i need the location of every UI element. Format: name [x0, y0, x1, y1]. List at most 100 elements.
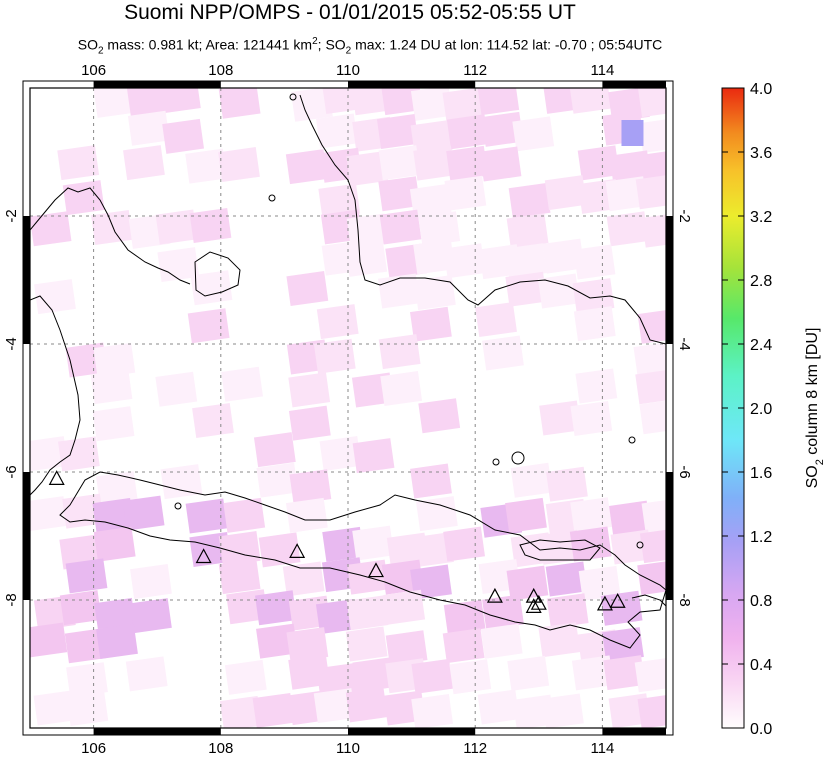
- so2-pixel: [127, 110, 170, 146]
- so2-pixel: [573, 244, 616, 280]
- colorbar-tick-label: 2.8: [750, 273, 772, 290]
- colorbar-tick-label: 1.2: [750, 529, 772, 546]
- volcano-triangle-icon: [48, 470, 65, 485]
- so2-pixel: [224, 659, 267, 695]
- lon-tick-label-top: 110: [336, 62, 360, 79]
- so2-pixel: [66, 662, 108, 698]
- so2-pixel: [481, 111, 524, 147]
- so2-pixel: [539, 400, 581, 436]
- colorbar-tick-label: 0.0: [750, 721, 772, 738]
- so2-pixel: [506, 565, 549, 601]
- so2-pixel: [442, 88, 485, 123]
- frame-bar-bottom: [348, 728, 476, 735]
- sumatra-coast: [30, 295, 81, 496]
- frame-bar-bottom: [602, 728, 666, 735]
- so2-pixel: [221, 366, 263, 402]
- so2-pixel: [189, 208, 232, 244]
- small-island: [628, 436, 636, 444]
- so2-pixel: [639, 399, 666, 435]
- so2-pixel: [319, 436, 362, 472]
- so2-pixel: [602, 627, 644, 663]
- so2-pixel: [570, 400, 613, 436]
- volcano-triangle-icon: [525, 587, 542, 603]
- small-island: [492, 458, 500, 466]
- so2-pixel: [477, 689, 520, 725]
- so2-pixel: [219, 695, 262, 728]
- so2-pixel: [30, 496, 68, 532]
- volcano-triangle-icon: [289, 543, 306, 558]
- so2-pixel: [600, 590, 643, 626]
- so2-pixel: [410, 88, 453, 121]
- so2-pixel: [544, 175, 587, 211]
- so2-pixel: [218, 88, 261, 119]
- volcano-triangle-icon: [486, 587, 503, 603]
- so2-pixel: [65, 558, 108, 594]
- tick-labels: 106 106 108 108 110 110 112 112 114 114 -2 -2 -4 -4 -6…: [3, 62, 693, 757]
- so2-pixel: [30, 622, 68, 658]
- sumatra-east-coast: [30, 187, 191, 285]
- so2-pixel: [288, 405, 331, 441]
- so2-pixel: [480, 623, 523, 659]
- so2-pixel: [93, 342, 136, 378]
- so2-pixel: [538, 622, 581, 658]
- so2-pixel: [185, 148, 228, 184]
- so2-pixel: [413, 145, 456, 181]
- so2-pixel: [93, 88, 136, 118]
- lat-tick-label-right: -2: [676, 209, 693, 222]
- so2-pixel: [316, 113, 358, 149]
- so2-pixel: [316, 304, 359, 340]
- so2-pixel: [192, 403, 234, 439]
- so2-pixel: [218, 559, 261, 595]
- frame-bar-top: [602, 81, 666, 88]
- so2-pixel: [413, 239, 455, 275]
- so2-pixel: [411, 694, 454, 728]
- so2-pixel: [573, 306, 616, 342]
- so2-pixel: [345, 241, 388, 277]
- so2-pixel: [475, 302, 517, 338]
- colorbar-ticks: 4.0 3.6 3.2 2.8 2.4 2.0 1.6 1.2 0.8 0.4 0.0: [722, 81, 772, 738]
- so2-pixel: [380, 371, 423, 407]
- map-frame-bars: [23, 81, 673, 735]
- so2-pixel: [609, 500, 651, 536]
- lat-tick-label-right: -8: [676, 593, 693, 606]
- so2-pixel-layer: [30, 88, 666, 728]
- so2-pixel: [449, 659, 492, 695]
- so2-pixel: [62, 180, 105, 216]
- so2-pixel: [282, 561, 325, 597]
- so2-pixel: [506, 213, 549, 249]
- so2-pixel: [190, 270, 233, 306]
- colorbar-label: SO2 column 8 km [DU]: [804, 328, 823, 489]
- so2-pixel: [412, 532, 454, 568]
- colorbar-tick-label: 3.6: [750, 145, 772, 162]
- bangka-island: [194, 251, 241, 297]
- so2-pixel: [254, 590, 297, 626]
- so2-pixel: [545, 561, 588, 597]
- so2-pixel: [93, 526, 136, 562]
- so2-pixel: [537, 273, 580, 309]
- max-location-text: max: 1.24 DU at lon: 114.52 lat: -0.70 ;…: [351, 36, 663, 53]
- so2-pixel: [130, 598, 172, 634]
- so2-pixel: [345, 687, 388, 723]
- so2-pixel: [64, 628, 107, 664]
- so2-pixel: [379, 209, 422, 245]
- volcano-triangle-icon: [525, 598, 542, 614]
- colorbar-tick-label: 1.6: [750, 465, 772, 482]
- so2-pixel: [443, 526, 485, 562]
- so2-pixel: [635, 369, 666, 405]
- map-title: Suomi NPP/OMPS - 01/01/2015 05:52-05:55 …: [124, 1, 576, 24]
- mass-area-text: mass: 0.981 kt; Area: 121441 km: [103, 36, 313, 53]
- so2-pixel: [639, 149, 666, 185]
- so2-pixel: [122, 495, 165, 531]
- so2-pixel: [510, 462, 553, 498]
- so2-pixel: [446, 145, 488, 181]
- volcano-triangle-icon: [596, 595, 613, 611]
- map-subtitle: SO2 mass: 0.981 kt; Area: 121441 km2; SO…: [0, 33, 740, 60]
- so2-pixel: [57, 436, 100, 472]
- so2-pixel: [155, 371, 198, 407]
- so2-pixel: [96, 624, 138, 659]
- so2-pixel: [157, 247, 200, 283]
- lat-tick-label-right: -4: [676, 337, 693, 350]
- so2-pixel: [322, 88, 364, 114]
- small-island: [289, 93, 297, 101]
- madura-island: [519, 539, 601, 561]
